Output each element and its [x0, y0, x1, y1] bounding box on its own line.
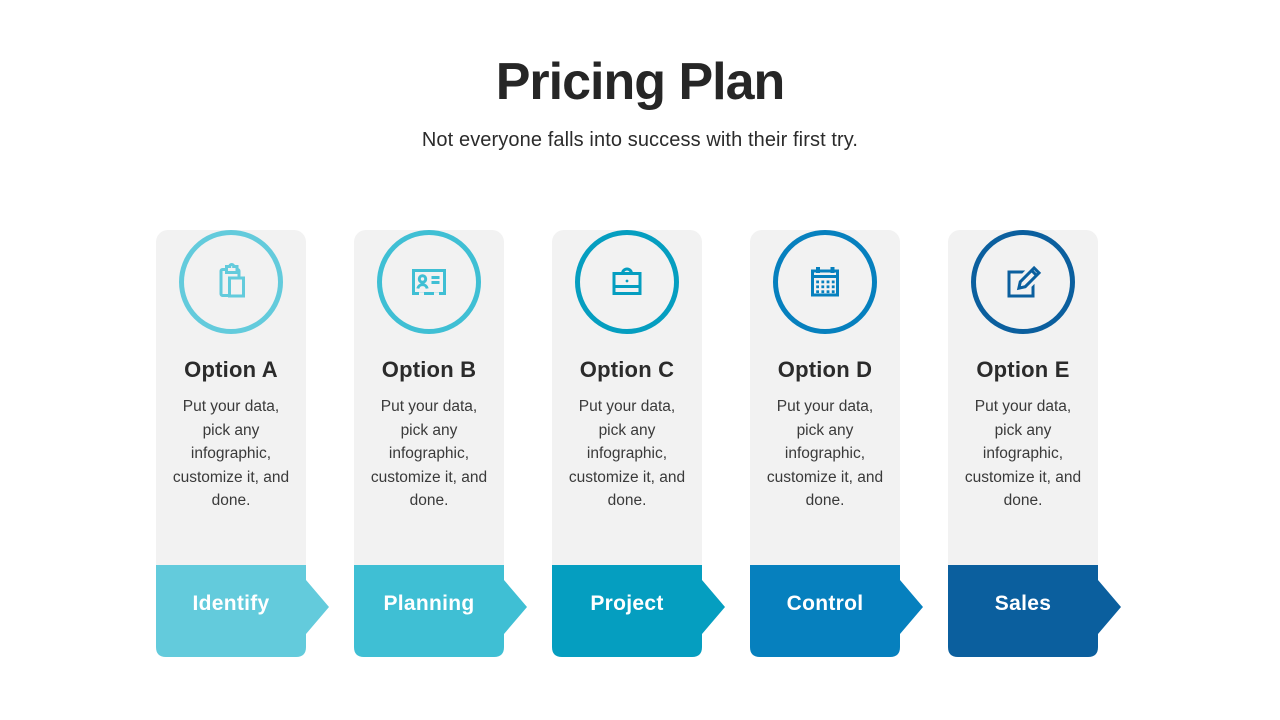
- card-description: Put your data, pick any infographic, cus…: [568, 398, 686, 509]
- card-title: Option E: [976, 357, 1070, 382]
- banner-arrow-shape: [354, 565, 527, 657]
- card-body: Option E Put your data, pick any infogra…: [948, 230, 1098, 565]
- card-body: Option A Put your data, pick any infogra…: [156, 230, 306, 565]
- banner-label: Planning: [383, 592, 475, 615]
- pricing-card-option-e: Option E Put your data, pick any infogra…: [948, 205, 1121, 657]
- banner-sales[interactable]: Sales: [948, 565, 1121, 657]
- card-title: Option C: [579, 357, 675, 382]
- card-body: Option C Put your data, pick any infogra…: [552, 230, 702, 565]
- icon-circle: [773, 230, 877, 334]
- id-card-icon: [412, 269, 446, 296]
- card-description: Put your data, pick any infographic, cus…: [172, 398, 290, 509]
- page-subtitle: Not everyone falls into success with the…: [421, 129, 859, 151]
- banner-arrow-shape: [156, 565, 329, 657]
- banner-label: Identify: [192, 592, 270, 615]
- edit-icon: [1007, 261, 1046, 298]
- icon-circle: [575, 230, 679, 334]
- card-body: Option D Put your data, pick any infogra…: [750, 230, 900, 565]
- card-title: Option A: [184, 357, 278, 382]
- banner-arrow-shape: [750, 565, 923, 657]
- calendar-icon: [811, 267, 839, 297]
- banner-label: Project: [590, 592, 664, 615]
- pricing-card-option-c: Option C Put your data, pick any infogra…: [552, 205, 725, 657]
- banner-control[interactable]: Control: [750, 565, 923, 657]
- banner-identify[interactable]: Identify: [156, 565, 329, 657]
- icon-circle: [179, 230, 283, 334]
- banner-arrow-shape: [552, 565, 725, 657]
- pricing-card-option-b: Option B Put your data, pick any infogra…: [354, 205, 527, 657]
- card-title: Option D: [777, 357, 873, 382]
- pricing-card-option-d: Option D Put your data, pick any infogra…: [750, 205, 923, 657]
- banner-arrow-shape: [948, 565, 1121, 657]
- pricing-card-option-a: Option A Put your data, pick any infogra…: [156, 205, 329, 657]
- pricing-cards-row: Option A Put your data, pick any infogra…: [156, 205, 1121, 657]
- page-title: Pricing Plan: [495, 53, 786, 111]
- clipboard-icon: [219, 263, 245, 298]
- icon-circle: [971, 230, 1075, 334]
- card-body: Option B Put your data, pick any infogra…: [354, 230, 504, 565]
- card-description: Put your data, pick any infographic, cus…: [766, 398, 884, 509]
- icon-circle: [377, 230, 481, 334]
- banner-label: Sales: [994, 592, 1052, 615]
- briefcase-icon: [612, 267, 642, 295]
- card-description: Put your data, pick any infographic, cus…: [370, 398, 488, 509]
- banner-planning[interactable]: Planning: [354, 565, 527, 657]
- banner-project[interactable]: Project: [552, 565, 725, 657]
- banner-label: Control: [786, 592, 864, 615]
- card-description: Put your data, pick any infographic, cus…: [964, 398, 1082, 509]
- card-title: Option B: [381, 357, 477, 382]
